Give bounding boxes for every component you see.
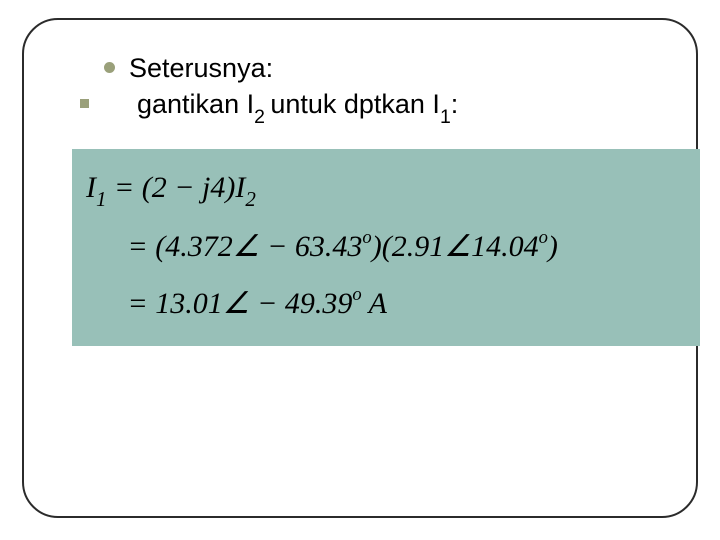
eq-sup: o (362, 227, 371, 248)
subscript: 2 (254, 106, 270, 128)
text-frag: gantikan I (137, 89, 254, 119)
eq-sym: − (250, 287, 285, 320)
angle-icon: ∠ (233, 230, 260, 263)
eq-sym: ) (225, 171, 235, 204)
text-frag: untuk dptkan I (270, 89, 440, 119)
angle-icon: ∠ (444, 230, 471, 263)
eq-num: 63.43 (295, 230, 363, 263)
eq-num: 4 (210, 171, 225, 204)
circle-bullet-icon (104, 62, 115, 73)
eq-num: 4.372 (165, 230, 233, 263)
eq-sym: = (107, 171, 142, 204)
eq-unit: A (362, 287, 387, 320)
equation-row-3: = 13.01∠ − 49.39o A (86, 275, 686, 332)
bullet-text-2: gantikan I2 untuk dptkan I1: (137, 86, 458, 127)
eq-var: I (86, 171, 96, 204)
bullet-text-1: Seterusnya: (129, 50, 273, 86)
slide-frame: Seterusnya: gantikan I2 untuk dptkan I1:… (22, 18, 698, 518)
equation-row-2: = (4.372∠ − 63.43o)(2.91∠14.04o) (86, 218, 686, 275)
angle-icon: ∠ (223, 287, 250, 320)
text-frag: : (451, 89, 459, 119)
eq-num: 14.04 (471, 230, 539, 263)
equation-block: I1 = (2 − j4)I2 = (4.372∠ − 63.43o)(2.91… (72, 149, 700, 346)
eq-sym: ) (548, 230, 558, 263)
eq-sym: = (120, 287, 155, 320)
subscript: 1 (440, 106, 451, 128)
eq-sym: − (167, 171, 202, 204)
eq-sym: ( (155, 230, 165, 263)
bullet-line-2: gantikan I2 untuk dptkan I1: (80, 86, 660, 127)
eq-sym: ( (142, 171, 152, 204)
eq-sub: 1 (96, 187, 107, 211)
eq-num: 2.91 (392, 230, 445, 263)
eq-num: 13.01 (155, 287, 223, 320)
eq-sym: = (120, 230, 155, 263)
equation-row-1: I1 = (2 − j4)I2 (86, 159, 686, 218)
square-bullet-icon (80, 99, 89, 108)
eq-sym: − (260, 230, 295, 263)
bullet-line-1: Seterusnya: (104, 50, 660, 86)
eq-sym: ( (382, 230, 392, 263)
eq-var: I (235, 171, 245, 204)
eq-sym: ) (372, 230, 382, 263)
eq-num: 49.39 (285, 287, 353, 320)
eq-sup: o (539, 227, 548, 248)
eq-sup: o (352, 284, 361, 305)
eq-num: 2 (152, 171, 167, 204)
eq-sub: 2 (245, 187, 256, 211)
